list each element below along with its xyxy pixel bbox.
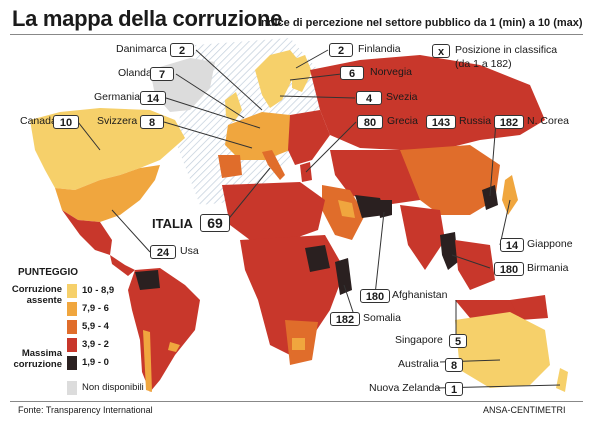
country-png [510, 295, 548, 320]
map-title: La mappa della corruzione [12, 6, 283, 31]
legend-swatch-3 [67, 320, 77, 334]
credit-note: ANSA-CENTIMETRI [483, 405, 566, 415]
legend-label-5: 1,9 - 0 [82, 357, 109, 368]
label-norvegia: Norvegia [370, 66, 413, 78]
rank-grecia: 80 [357, 115, 383, 129]
rank-olanda: 7 [150, 67, 174, 81]
legend-swatch-5 [67, 356, 77, 370]
rank-nuova-zelanda: 1 [445, 382, 463, 396]
rank-svizzera: 8 [140, 115, 164, 129]
country-india [400, 205, 445, 270]
rank-key-symbol: x [432, 44, 450, 58]
label-canada: Canada [20, 115, 57, 127]
legend-label-na: Non disponibili [82, 382, 144, 393]
country-japan [502, 175, 518, 215]
country-nz [556, 368, 568, 392]
legend-top-label-1: Corruzione [11, 284, 62, 295]
label-somalia: Somalia [363, 312, 401, 324]
legend-bottom-label-1: Massima [21, 348, 62, 359]
country-se-asia [455, 240, 495, 290]
label-olanda: Olanda [118, 67, 152, 79]
country-arabia-gulf [338, 200, 355, 218]
label-birmania: Birmania [527, 262, 569, 274]
legend-label-1: 10 - 8,9 [82, 285, 115, 296]
rank-svezia: 4 [356, 91, 382, 105]
country-finland [292, 55, 312, 92]
legend-swatch-2 [67, 302, 77, 316]
country-uruguay [168, 342, 180, 352]
top-divider [10, 34, 583, 35]
rank-afghanistan: 180 [360, 289, 390, 303]
label-svezia: Svezia [386, 91, 418, 103]
rank-giappone: 14 [500, 238, 524, 252]
label-germania: Germania [94, 91, 141, 103]
legend-swatch-1 [67, 284, 77, 298]
bottom-divider [10, 401, 583, 402]
country-botswana [292, 338, 305, 350]
country-australia [455, 312, 550, 388]
label-svizzera: Svizzera [97, 115, 138, 127]
legend-label-3: 5,9 - 4 [82, 321, 109, 332]
legend-label-4: 3,9 - 2 [82, 339, 109, 350]
label-afghanistan: Afghanistan [392, 289, 448, 301]
central-america [110, 255, 135, 276]
country-eastern-europe [288, 110, 330, 165]
source-note: Fonte: Transparency International [18, 405, 153, 415]
legend-top-label: Corruzione assente [6, 284, 62, 306]
label-italia: ITALIA [152, 216, 193, 231]
rank-somalia: 182 [330, 312, 360, 326]
country-venezuela [135, 270, 160, 290]
map-subtitle: Indice di percezione nel settore pubblic… [258, 17, 583, 29]
country-afghanistan [378, 200, 392, 218]
label-russia: Russia [459, 115, 492, 127]
legend-bottom-label: Massima corruzione [6, 348, 62, 370]
legend-top-label-2: assente [26, 295, 62, 306]
rank-italia: 69 [200, 214, 230, 232]
callout-lines [77, 49, 561, 389]
label-nuova-zelanda: Nuova Zelanda [369, 382, 441, 394]
rank-germania: 14 [140, 91, 166, 105]
rank-australia: 8 [445, 358, 463, 372]
country-sudan [305, 245, 330, 272]
rank-singapore: 5 [449, 334, 467, 348]
country-chile [143, 330, 152, 392]
country-mexico [62, 210, 112, 255]
country-north-korea [482, 185, 498, 210]
rank-key-text-1: Posizione in classifica [455, 44, 558, 56]
legend-swatch-na [67, 381, 77, 395]
legend-bottom-label-2: corruzione [13, 359, 62, 370]
label-finlandia: Finlandia [358, 43, 401, 55]
country-somalia [335, 258, 352, 295]
legend-swatch-4 [67, 338, 77, 352]
country-iraq-iran [355, 195, 385, 218]
label-australia: Australia [398, 358, 439, 370]
country-china [400, 145, 500, 215]
rank-norvegia: 6 [340, 66, 364, 80]
country-africa-north [222, 182, 325, 240]
label-singapore: Singapore [395, 334, 443, 346]
rank-key-text-2: (da 1 a 182) [455, 58, 512, 70]
rank-usa: 24 [150, 245, 176, 259]
label-giappone: Giappone [527, 238, 573, 250]
country-iberia [218, 155, 242, 178]
country-myanmar [440, 232, 458, 270]
rank-birmania: 180 [494, 262, 524, 276]
label-usa: Usa [180, 245, 199, 257]
rank-canada: 10 [53, 115, 79, 129]
country-usa [55, 165, 160, 222]
country-western-europe [225, 112, 300, 160]
rank-danimarca: 2 [170, 43, 194, 57]
country-scandinavia [255, 50, 300, 108]
rank-russia: 143 [426, 115, 456, 129]
rank-n-corea: 182 [494, 115, 524, 129]
label-n-corea: N. Corea [527, 115, 570, 127]
legend-label-2: 7,9 - 6 [82, 303, 109, 314]
label-danimarca: Danimarca [116, 43, 167, 55]
south-america [128, 268, 200, 392]
label-grecia: Grecia [387, 115, 418, 127]
country-italy [262, 150, 285, 180]
rank-finlandia: 2 [329, 43, 353, 57]
legend-title: PUNTEGGIO [18, 267, 79, 278]
